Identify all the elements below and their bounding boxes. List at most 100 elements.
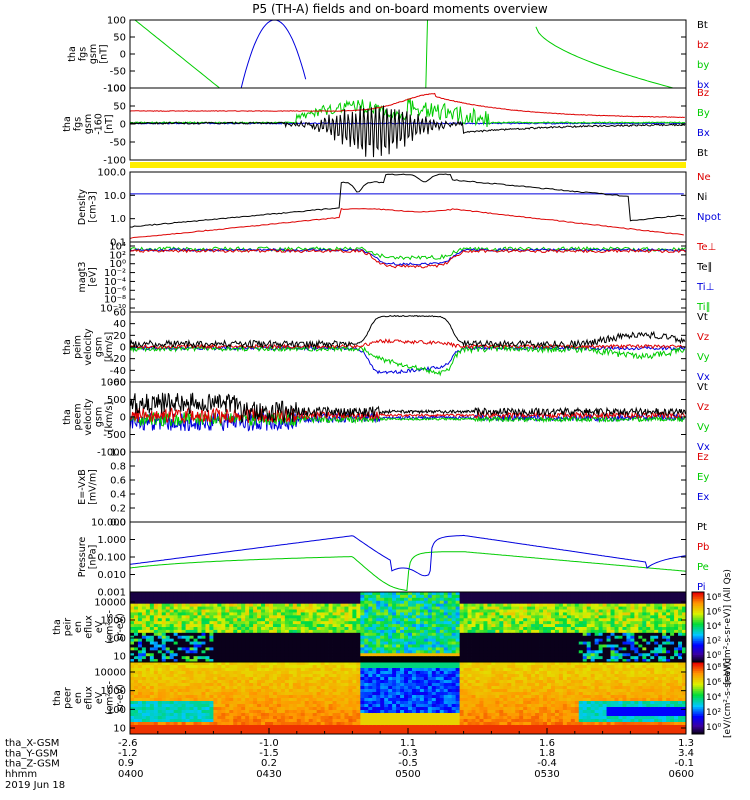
heatmap-cell (324, 698, 329, 702)
heatmap-cell (400, 644, 405, 648)
heatmap-cell (396, 647, 401, 651)
y-axis-label: magt3 (77, 262, 88, 293)
heatmap-cell (288, 615, 294, 619)
heatmap-cell (157, 592, 163, 596)
heatmap-cell (284, 692, 290, 696)
heatmap-cell (296, 665, 302, 669)
heatmap-cell (241, 632, 246, 637)
heatmap-cell (384, 612, 389, 616)
heatmap-cell (491, 656, 496, 660)
heatmap-cell (177, 686, 183, 690)
heatmap-cell (360, 644, 365, 648)
heatmap-cell (205, 698, 210, 702)
heatmap-cell (241, 686, 246, 690)
heatmap-cell (265, 728, 270, 732)
heatmap-cell (511, 606, 516, 610)
heatmap-cell (435, 627, 441, 631)
heatmap-cell (562, 597, 568, 602)
heatmap-cell (308, 683, 314, 687)
heatmap-cell (316, 621, 322, 625)
heatmap-cell (269, 612, 274, 616)
heatmap-cell (130, 713, 135, 717)
heatmap-cell (185, 722, 190, 726)
heatmap-cell (515, 597, 520, 602)
heatmap-cell (201, 653, 206, 657)
y-tick-label: 0.100 (97, 553, 126, 564)
heatmap-cell (324, 621, 329, 625)
heatmap-cell (320, 618, 325, 622)
heatmap-cell (237, 677, 242, 681)
heatmap-cell (233, 677, 238, 681)
heatmap-cell (682, 641, 686, 645)
heatmap-cell (169, 650, 175, 654)
heatmap-cell (654, 644, 659, 648)
heatmap-cell (257, 677, 262, 681)
heatmap-cell (431, 659, 437, 662)
heatmap-cell (133, 662, 139, 666)
heatmap-cell (229, 597, 234, 602)
heatmap-cell (288, 656, 294, 660)
series-pe (130, 551, 686, 591)
heatmap-cell (423, 659, 429, 662)
heatmap-cell (622, 592, 627, 596)
heatmap-cell (443, 635, 449, 640)
heatmap-cell (229, 689, 234, 693)
heatmap-cell (396, 597, 401, 602)
heatmap-cell (217, 650, 222, 654)
heatmap-cell (566, 621, 572, 625)
heatmap-cell (543, 632, 548, 637)
heatmap-cell (666, 647, 671, 651)
heatmap-cell (519, 650, 524, 654)
heatmap-cell (503, 632, 508, 637)
heatmap-cell (606, 606, 611, 610)
heatmap-cell (590, 592, 596, 596)
heatmap-cell (288, 692, 294, 696)
heatmap-cell (284, 677, 290, 681)
heatmap-cell (404, 641, 409, 645)
heatmap-cell (626, 624, 631, 628)
heatmap-cell (336, 641, 341, 645)
heatmap-cell (130, 606, 135, 610)
heatmap-cell (662, 624, 667, 628)
heatmap-cell (165, 592, 171, 596)
heatmap-cell (133, 612, 139, 616)
heatmap-cell (221, 594, 226, 599)
heatmap-cell (193, 624, 198, 628)
heatmap-cell (201, 609, 206, 613)
heatmap-cell (455, 632, 461, 637)
heatmap-cell (177, 710, 183, 714)
heatmap-cell (213, 671, 218, 675)
heatmap-cell (547, 621, 552, 625)
heatmap-cell (602, 659, 607, 662)
heatmap-cell (205, 606, 210, 610)
heatmap-cell (475, 621, 480, 625)
heatmap-cell (638, 606, 643, 610)
heatmap-cell (229, 686, 234, 690)
heatmap-cell (173, 606, 179, 610)
heatmap-cell (300, 600, 306, 605)
heatmap-cell (479, 635, 484, 640)
heatmap-cell (678, 653, 683, 657)
heatmap-cell (646, 597, 651, 602)
heatmap-cell (320, 698, 325, 702)
heatmap-cell (408, 612, 413, 616)
heatmap-cell (130, 597, 135, 602)
heatmap-cell (348, 665, 353, 669)
heatmap-cell (447, 638, 453, 642)
heatmap-cell (332, 731, 337, 734)
y-tick-label: 50 (113, 33, 126, 44)
heatmap-cell (443, 629, 449, 634)
heatmap-cell (161, 662, 167, 666)
heatmap-cell (479, 624, 484, 628)
heatmap-cell (177, 662, 183, 666)
heatmap-cell (531, 659, 536, 662)
heatmap-cell (336, 728, 341, 732)
heatmap-cell (304, 674, 310, 678)
heatmap-cell (312, 731, 318, 734)
heatmap-cell (213, 621, 218, 625)
heatmap-cell (324, 618, 329, 622)
heatmap-cell (300, 695, 306, 699)
heatmap-cell (316, 647, 322, 651)
heatmap-cell (272, 632, 278, 637)
heatmap-cell (451, 653, 457, 657)
